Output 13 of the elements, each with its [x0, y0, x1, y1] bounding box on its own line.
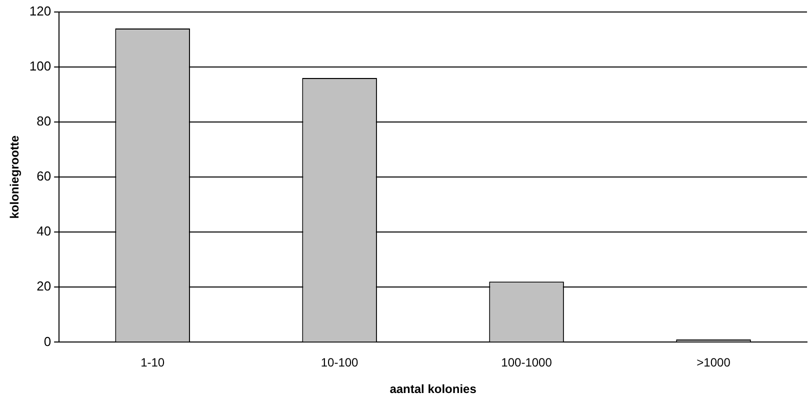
y-tick-label: 60	[36, 168, 52, 184]
y-axis-title: koloniegrootte	[8, 135, 22, 219]
y-tick-label: 20	[36, 278, 52, 294]
y-tick-label: 40	[36, 224, 52, 239]
x-tick-label: 10-100	[320, 356, 359, 370]
x-axis-title: aantal kolonies	[390, 382, 477, 396]
y-tick-label: 120	[29, 4, 52, 19]
y-tick-label: 80	[36, 114, 52, 129]
x-tick-label: >1000	[696, 356, 731, 370]
y-tick-label: 100	[29, 58, 52, 74]
x-tick-label: 100-1000	[501, 356, 552, 370]
x-tick-label: 1-10	[140, 356, 165, 370]
y-tick-label: 0	[44, 334, 52, 349]
